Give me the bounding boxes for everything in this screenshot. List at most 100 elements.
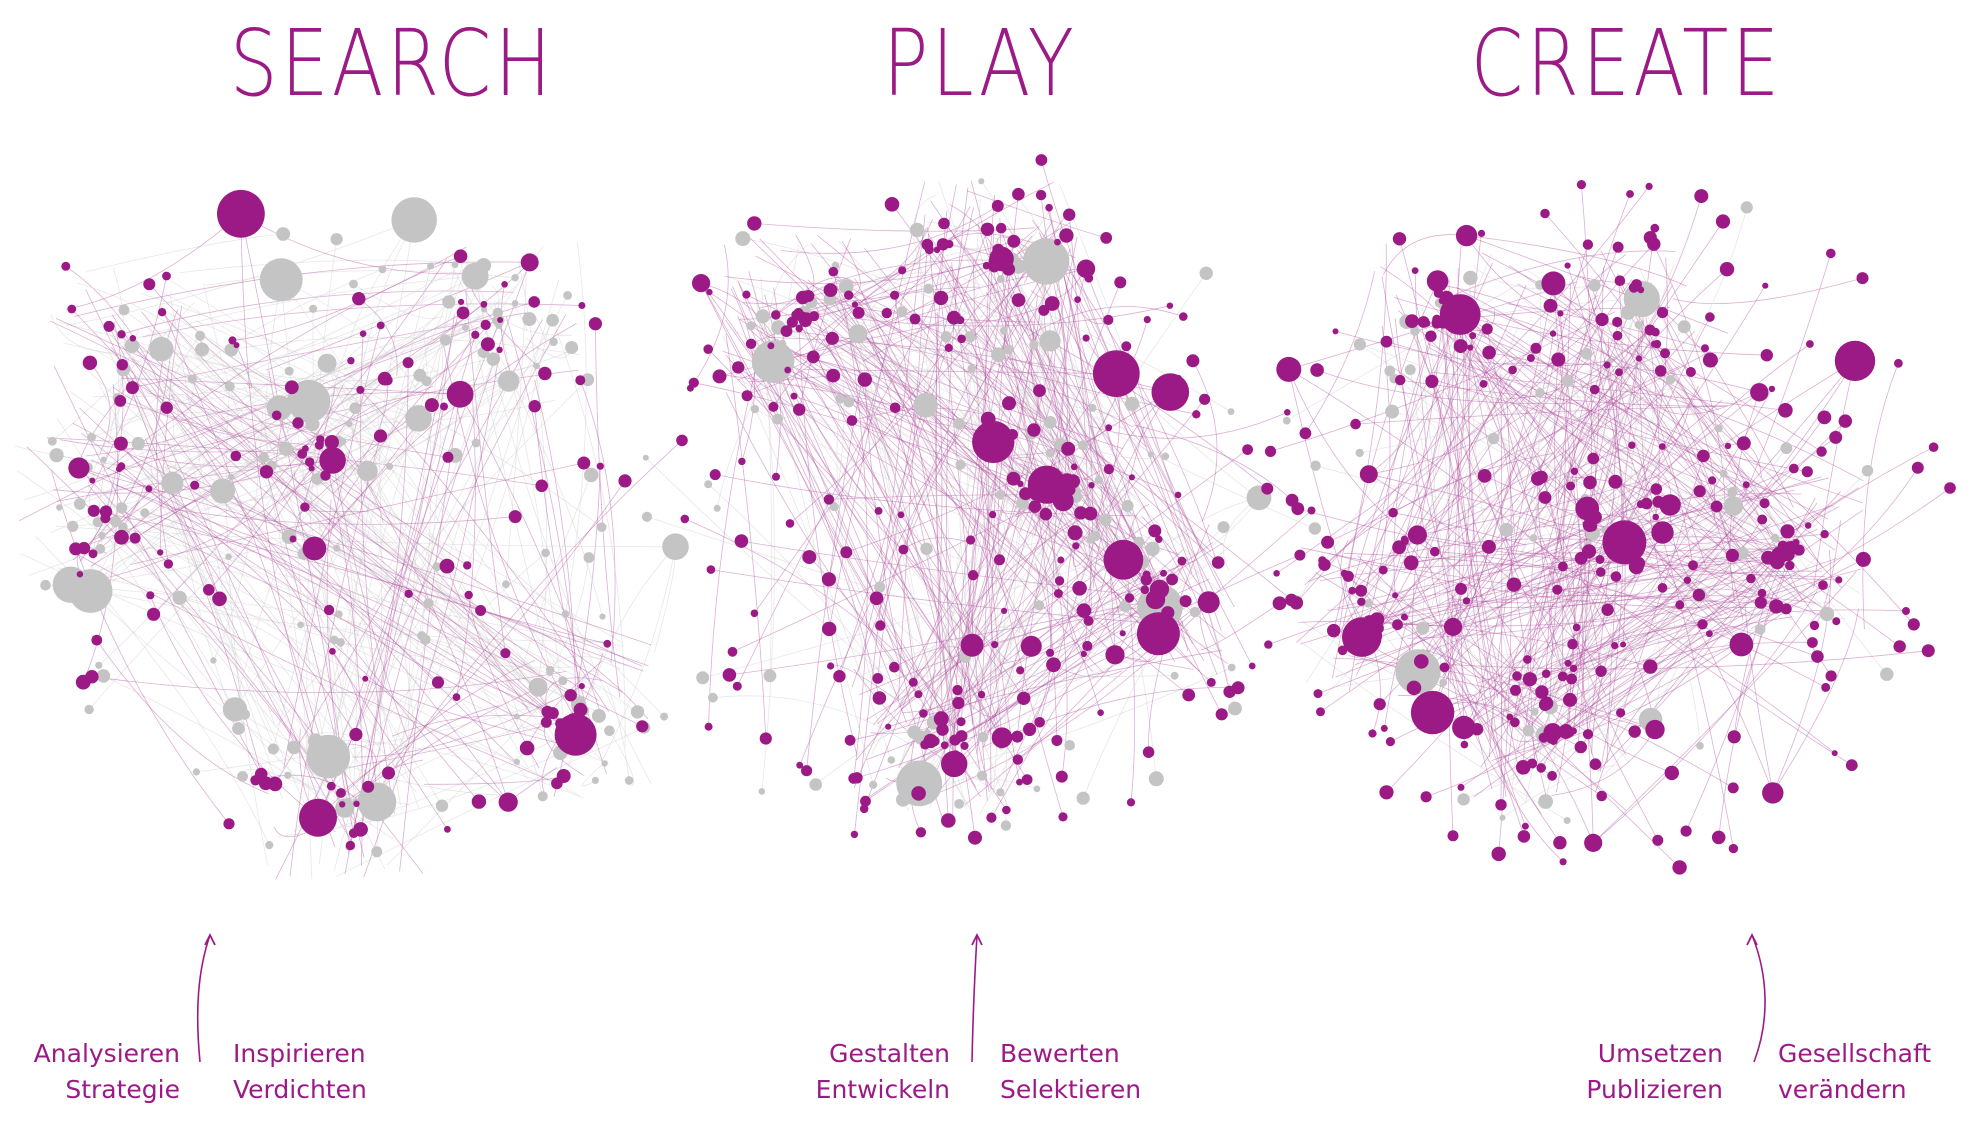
network-edge [1573, 585, 1763, 669]
network-edge [447, 260, 603, 617]
network-node [1563, 692, 1577, 707]
network-node [727, 646, 738, 657]
network-edge [78, 467, 652, 646]
network-node [1144, 629, 1154, 640]
network-node [1313, 689, 1323, 699]
network-edge [1454, 318, 1635, 465]
network-edge [1673, 277, 1863, 304]
network-edge [1305, 271, 1376, 434]
network-node [1477, 469, 1492, 483]
network-edge [976, 419, 990, 755]
caption-line: Analysieren [33, 1039, 180, 1068]
network-node [1395, 649, 1441, 695]
network-edge [1534, 498, 1586, 510]
network-edge [1611, 557, 1769, 747]
network-node [339, 801, 346, 808]
network-node [1470, 723, 1484, 736]
network-edge [1525, 739, 1602, 797]
network-edge [609, 730, 634, 787]
network-node [584, 467, 599, 483]
network-node [1650, 483, 1663, 495]
network-nodes [40, 154, 1956, 875]
network-node [1308, 522, 1322, 535]
network-node [960, 741, 969, 751]
network-edge [1432, 558, 1837, 713]
network-node [978, 178, 985, 185]
network-edge [1192, 360, 1218, 522]
network-edge [1508, 383, 1590, 552]
network-node [1140, 574, 1153, 586]
network-edge [1368, 602, 1630, 763]
network-node [1294, 549, 1306, 561]
network-node [1002, 396, 1016, 411]
network-node [759, 732, 772, 745]
network-edge [1417, 524, 1581, 672]
network-node [1570, 727, 1577, 735]
network-node [56, 504, 63, 511]
network-node [1521, 822, 1529, 830]
network-edge [902, 472, 1137, 800]
network-edge [160, 349, 276, 726]
network-node [968, 830, 982, 845]
network-edge [1546, 493, 1616, 704]
network-node [533, 362, 540, 370]
network-edge [95, 349, 539, 688]
network-node [967, 570, 979, 581]
network-node [802, 290, 815, 302]
network-edge [991, 550, 1157, 818]
network-node [1160, 569, 1167, 577]
network-edge [850, 308, 1197, 415]
network-node [61, 261, 71, 271]
network-node [486, 352, 500, 366]
network-node [1033, 384, 1046, 397]
network-node [1094, 475, 1103, 484]
network-node [1455, 224, 1478, 247]
network-node [1403, 555, 1419, 571]
network-node [1628, 559, 1644, 575]
network-node [1211, 556, 1225, 569]
network-edge [773, 230, 964, 408]
network-edge [185, 395, 561, 724]
network-node [289, 535, 297, 543]
network-edge [122, 526, 625, 647]
network-edge [891, 675, 1175, 677]
network-node [1575, 496, 1600, 521]
network-node [1439, 315, 1450, 326]
network-node [1405, 314, 1419, 328]
network-edge [1124, 546, 1136, 803]
network-node [823, 494, 835, 505]
network-edge [153, 259, 447, 615]
network-node [67, 304, 77, 314]
network-edge [750, 237, 1159, 634]
network-node [423, 598, 434, 609]
network-node [591, 776, 600, 785]
network-edge [265, 279, 282, 466]
network-edge [927, 233, 994, 443]
network-edge [56, 460, 333, 502]
network-node [458, 298, 465, 305]
network-edge [1422, 648, 1734, 789]
network-edge [1552, 569, 1613, 733]
network-node [793, 403, 806, 416]
network-node [1595, 312, 1609, 327]
network-edge [1616, 257, 1668, 547]
network-edge [833, 365, 845, 507]
network-node [889, 661, 900, 673]
network-edge [1587, 699, 1601, 765]
network-edge [170, 280, 419, 419]
network-edge [430, 262, 530, 345]
network-edge [1389, 370, 1590, 489]
network-edge [1528, 604, 1680, 659]
network-node [129, 532, 141, 544]
network-edge [803, 218, 934, 317]
network-edge [507, 557, 590, 733]
network-edge [517, 474, 592, 685]
network-node [1652, 834, 1664, 846]
network-edge [958, 423, 1110, 490]
network-node [471, 330, 480, 339]
network-edge [169, 291, 245, 715]
network-edge [1057, 250, 1094, 655]
network-node [1064, 740, 1075, 751]
network-node [1423, 319, 1431, 327]
network-edge [266, 471, 365, 858]
